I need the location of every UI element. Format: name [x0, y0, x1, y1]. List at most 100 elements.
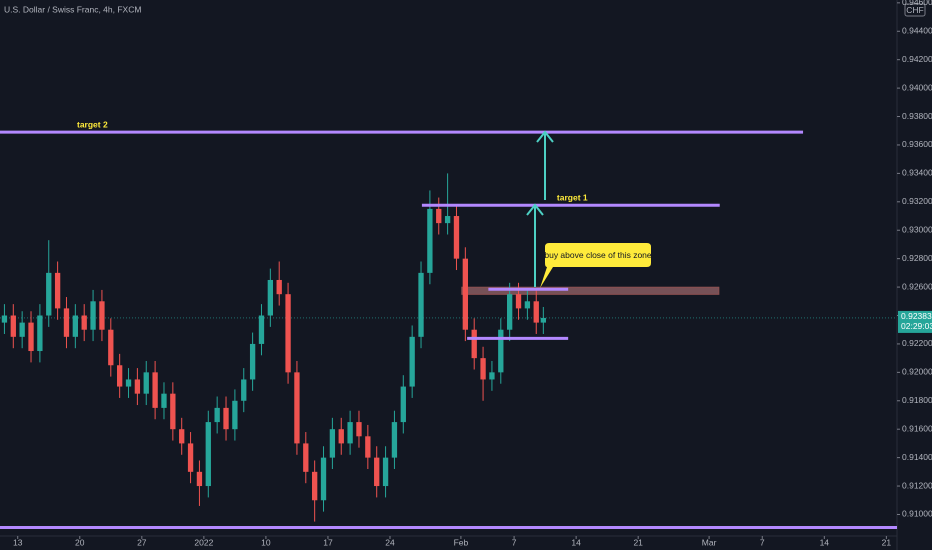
y-tick-label: 0.92000: [902, 367, 932, 377]
y-tick-label: 0.94200: [902, 54, 932, 64]
candle-body: [117, 365, 123, 387]
candle-body: [267, 279, 273, 316]
candle-body: [214, 407, 220, 423]
candle-body: [462, 258, 468, 330]
candle-body: [436, 208, 442, 224]
y-tick-label: 0.91800: [902, 395, 932, 405]
candle-body: [507, 294, 513, 330]
candle-body: [374, 457, 380, 487]
candle-body: [444, 216, 451, 224]
x-tick-label: 14: [820, 537, 830, 547]
candle-body: [46, 272, 52, 316]
x-tick-label: 7: [760, 537, 765, 547]
candle-body: [303, 443, 309, 472]
last-price-tag: [898, 310, 932, 333]
candle-body: [241, 379, 247, 401]
candle-body: [179, 429, 185, 444]
callout-text: buy above close of this zone: [544, 250, 652, 260]
candle-body: [63, 308, 70, 337]
callout: buy above close of this zone: [540, 243, 652, 288]
candle-body: [10, 315, 16, 337]
candle-body: [400, 386, 406, 423]
candle-body: [223, 407, 229, 430]
candle-body: [72, 315, 78, 337]
x-tick-label: 21: [633, 537, 643, 547]
candle-body: [471, 329, 477, 359]
currency: CHF: [906, 5, 923, 15]
candle-body: [81, 315, 87, 330]
candle-body: [427, 208, 433, 273]
candle-body: [196, 471, 203, 487]
callout-box: [540, 243, 651, 288]
candle-body: [161, 393, 167, 408]
level-label: target 1: [557, 192, 588, 202]
x-tick-label: 27: [137, 537, 147, 547]
candle-body: [232, 400, 238, 430]
x-tick-label: 24: [385, 537, 395, 547]
candle-body: [329, 429, 336, 458]
zone: [461, 286, 720, 295]
candle-body: [356, 422, 362, 437]
candle-body: [187, 443, 194, 472]
y-tick-label: 0.93600: [902, 139, 932, 149]
candle-body: [524, 301, 531, 309]
candle-body: [134, 379, 141, 394]
y-tick-label: 0.93400: [902, 168, 932, 178]
candle-body: [1, 315, 8, 323]
last-price-label: 0.92383: [901, 311, 932, 321]
y-tick-label: 0.92800: [902, 253, 932, 263]
x-tick-label: 17: [323, 537, 333, 547]
candle-body: [258, 315, 265, 344]
y-tick-label: 0.91000: [902, 509, 932, 519]
candle-body: [540, 317, 546, 323]
y-tick-label: 0.91600: [902, 423, 932, 433]
y-tick-label: 0.94600: [902, 0, 932, 7]
candle-body: [418, 272, 424, 337]
y-tick-label: 0.94000: [902, 82, 932, 92]
y-tick-label: 0.93200: [902, 196, 932, 206]
candle-body: [409, 336, 415, 387]
candle-body: [19, 322, 25, 337]
candle-body: [294, 372, 300, 444]
candle-body: [249, 343, 256, 380]
x-tick-label: Feb: [454, 537, 469, 547]
y-tick-label: 0.92200: [902, 338, 932, 348]
y-tick-label: 0.94400: [902, 26, 932, 36]
candle-body: [533, 301, 539, 323]
x-tick-label: 20: [75, 537, 85, 547]
candle-body: [37, 315, 43, 352]
level-label: target 2: [77, 119, 108, 129]
candle-body: [320, 457, 327, 501]
candle-body: [276, 279, 282, 295]
candle-body: [365, 436, 371, 458]
y-tick-label: 0.92600: [902, 281, 932, 291]
arrow-2-head: [536, 130, 554, 143]
candle-body: [90, 301, 96, 330]
chart-title: U.S. Dollar / Swiss Franc, 4h, FXCM: [4, 4, 141, 14]
arrow-1-head: [526, 203, 544, 216]
y-tick-label: 0.93000: [902, 224, 932, 234]
countdown-label: 02:29:03: [901, 321, 932, 331]
candle-body: [143, 372, 149, 394]
x-tick-label: 10: [261, 537, 271, 547]
candle-body: [99, 301, 105, 330]
candle-body: [54, 272, 61, 309]
y-tick-label: 0.93800: [902, 111, 932, 121]
arrows: [526, 130, 554, 287]
x-tick-label: Mar: [702, 537, 717, 547]
candle-body: [391, 422, 398, 458]
y-tick-label: 0.91400: [902, 452, 932, 462]
x-tick-label: 13: [13, 537, 23, 547]
candle-body: [515, 294, 522, 309]
x-tick-label: 14: [571, 537, 581, 547]
candle-body: [489, 372, 495, 380]
x-tick-label: 2022: [194, 537, 213, 547]
candle-body: [453, 216, 460, 259]
candle-body: [285, 294, 291, 373]
candle-body: [125, 379, 132, 387]
candle-body: [108, 329, 114, 366]
candle-body: [347, 422, 353, 444]
candle-body: [152, 372, 158, 408]
candle-body: [28, 322, 34, 352]
